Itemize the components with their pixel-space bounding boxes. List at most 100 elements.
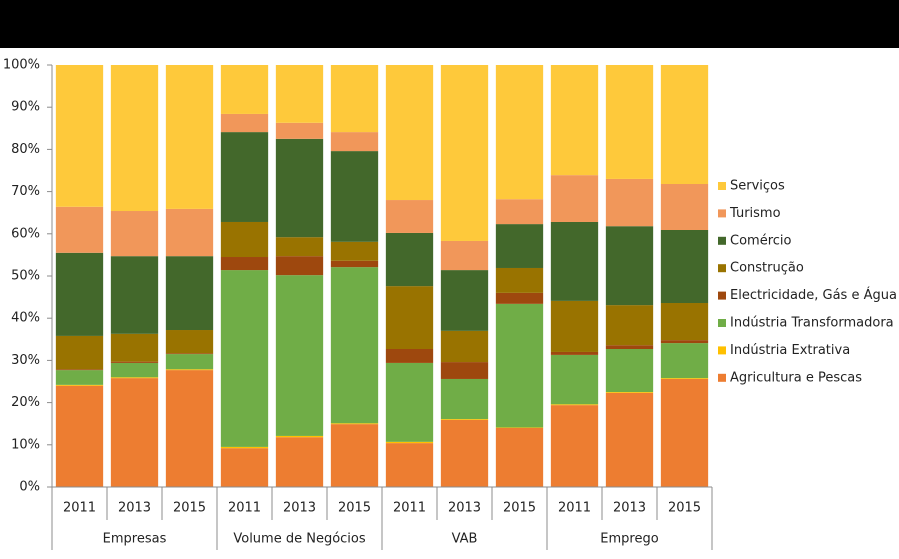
bar-segment <box>385 200 434 233</box>
x-tick-label: 2013 <box>118 501 151 516</box>
legend-swatch <box>718 236 726 245</box>
legend-label: Electricidade, Gás e Água <box>730 287 897 303</box>
bar-segment <box>550 65 599 176</box>
bar-segment <box>440 330 489 363</box>
bar-segment <box>165 65 214 209</box>
bar-segment <box>440 240 489 271</box>
bar-segment <box>275 237 324 257</box>
bar-segment <box>330 267 379 424</box>
x-tick-label: 2013 <box>448 501 481 516</box>
x-tick-label: 2011 <box>228 501 261 516</box>
bar-segment <box>220 132 269 222</box>
bar-segment <box>55 65 104 207</box>
bar-segment <box>55 252 104 336</box>
legend-swatch <box>718 373 726 382</box>
bar-segment <box>605 349 654 393</box>
bar-segment <box>55 335 104 370</box>
bar-segment <box>165 354 214 370</box>
bar-segment <box>220 257 269 271</box>
bar-segment <box>440 270 489 331</box>
bar-segment <box>165 256 214 331</box>
bar-segment <box>660 378 709 379</box>
bar-segment <box>440 362 489 379</box>
bar-segment <box>275 122 324 139</box>
bar-segment <box>165 330 214 354</box>
bar-segment <box>110 333 159 362</box>
bar-segment <box>660 184 709 231</box>
bar-segment <box>605 226 654 306</box>
bar-segment <box>275 435 324 438</box>
bar-segment <box>385 362 434 442</box>
bar-segment <box>110 211 159 257</box>
top-band <box>0 0 899 48</box>
bar-segment <box>165 353 214 355</box>
bar-segment <box>330 424 379 487</box>
bar-segment <box>330 65 379 133</box>
bar-segment <box>495 292 544 304</box>
x-tick-label: 2011 <box>558 501 591 516</box>
group-label: VAB <box>452 532 478 547</box>
bar-segment <box>110 377 159 379</box>
group-label: Empresas <box>103 532 167 547</box>
x-tick-label: 2011 <box>393 501 426 516</box>
legend-swatch <box>718 182 726 190</box>
bar-segment <box>495 65 544 200</box>
bar-segment <box>165 370 214 487</box>
bar-segment <box>495 267 544 293</box>
y-tick-label: 70% <box>11 184 40 199</box>
bar-segment <box>385 441 434 444</box>
bar-segment <box>330 260 379 268</box>
y-tick-label: 0% <box>19 480 40 495</box>
y-tick-label: 100% <box>3 58 40 73</box>
bar-segment <box>275 138 324 238</box>
legend-label: Serviços <box>730 179 785 194</box>
bar-segment <box>220 448 269 487</box>
legend-label: Agricultura e Pescas <box>730 370 862 385</box>
y-tick-label: 60% <box>11 226 40 241</box>
bar-segment <box>495 224 544 268</box>
bar-segment <box>495 199 544 225</box>
bar-segment <box>110 378 159 487</box>
y-tick-label: 10% <box>11 437 40 452</box>
legend-label: Turismo <box>729 206 781 221</box>
x-tick-label: 2015 <box>338 501 371 516</box>
y-tick-label: 20% <box>11 395 40 410</box>
legend-swatch <box>718 319 726 327</box>
bar-segment <box>550 404 599 406</box>
bar-segment <box>110 256 159 334</box>
bar-segment <box>55 369 104 371</box>
bar-segment <box>220 65 269 114</box>
bar-segment <box>165 208 214 257</box>
legend-label: Construção <box>730 261 804 276</box>
bar-segment <box>660 65 709 185</box>
bar-segment <box>220 113 269 133</box>
bar-segment <box>495 427 544 487</box>
bar-segment <box>110 362 159 378</box>
y-tick-label: 80% <box>11 142 40 157</box>
bar-segment <box>385 65 434 201</box>
bar-segment <box>440 378 489 420</box>
bar-segment <box>660 378 709 487</box>
legend-swatch <box>718 264 726 273</box>
bar-segment <box>385 286 434 350</box>
bar-segment <box>550 175 599 222</box>
bar-segment <box>55 384 104 386</box>
bar-segment <box>550 351 599 355</box>
bar-segment <box>660 343 709 379</box>
bar-segment <box>275 275 324 436</box>
bar-segment <box>330 132 379 152</box>
x-tick-label: 2015 <box>668 501 701 516</box>
legend-swatch <box>718 209 726 218</box>
bar-segment <box>495 303 544 428</box>
bar-segment <box>660 230 709 304</box>
bar-segment <box>165 369 214 371</box>
bar-segment <box>385 349 434 363</box>
legend-swatch <box>718 346 726 355</box>
bar-segment <box>605 178 654 227</box>
bar-segment <box>605 345 654 350</box>
x-tick-label: 2011 <box>63 501 96 516</box>
bar-segment <box>385 443 434 487</box>
bar-segment <box>385 232 434 287</box>
bar-segment <box>330 423 379 425</box>
